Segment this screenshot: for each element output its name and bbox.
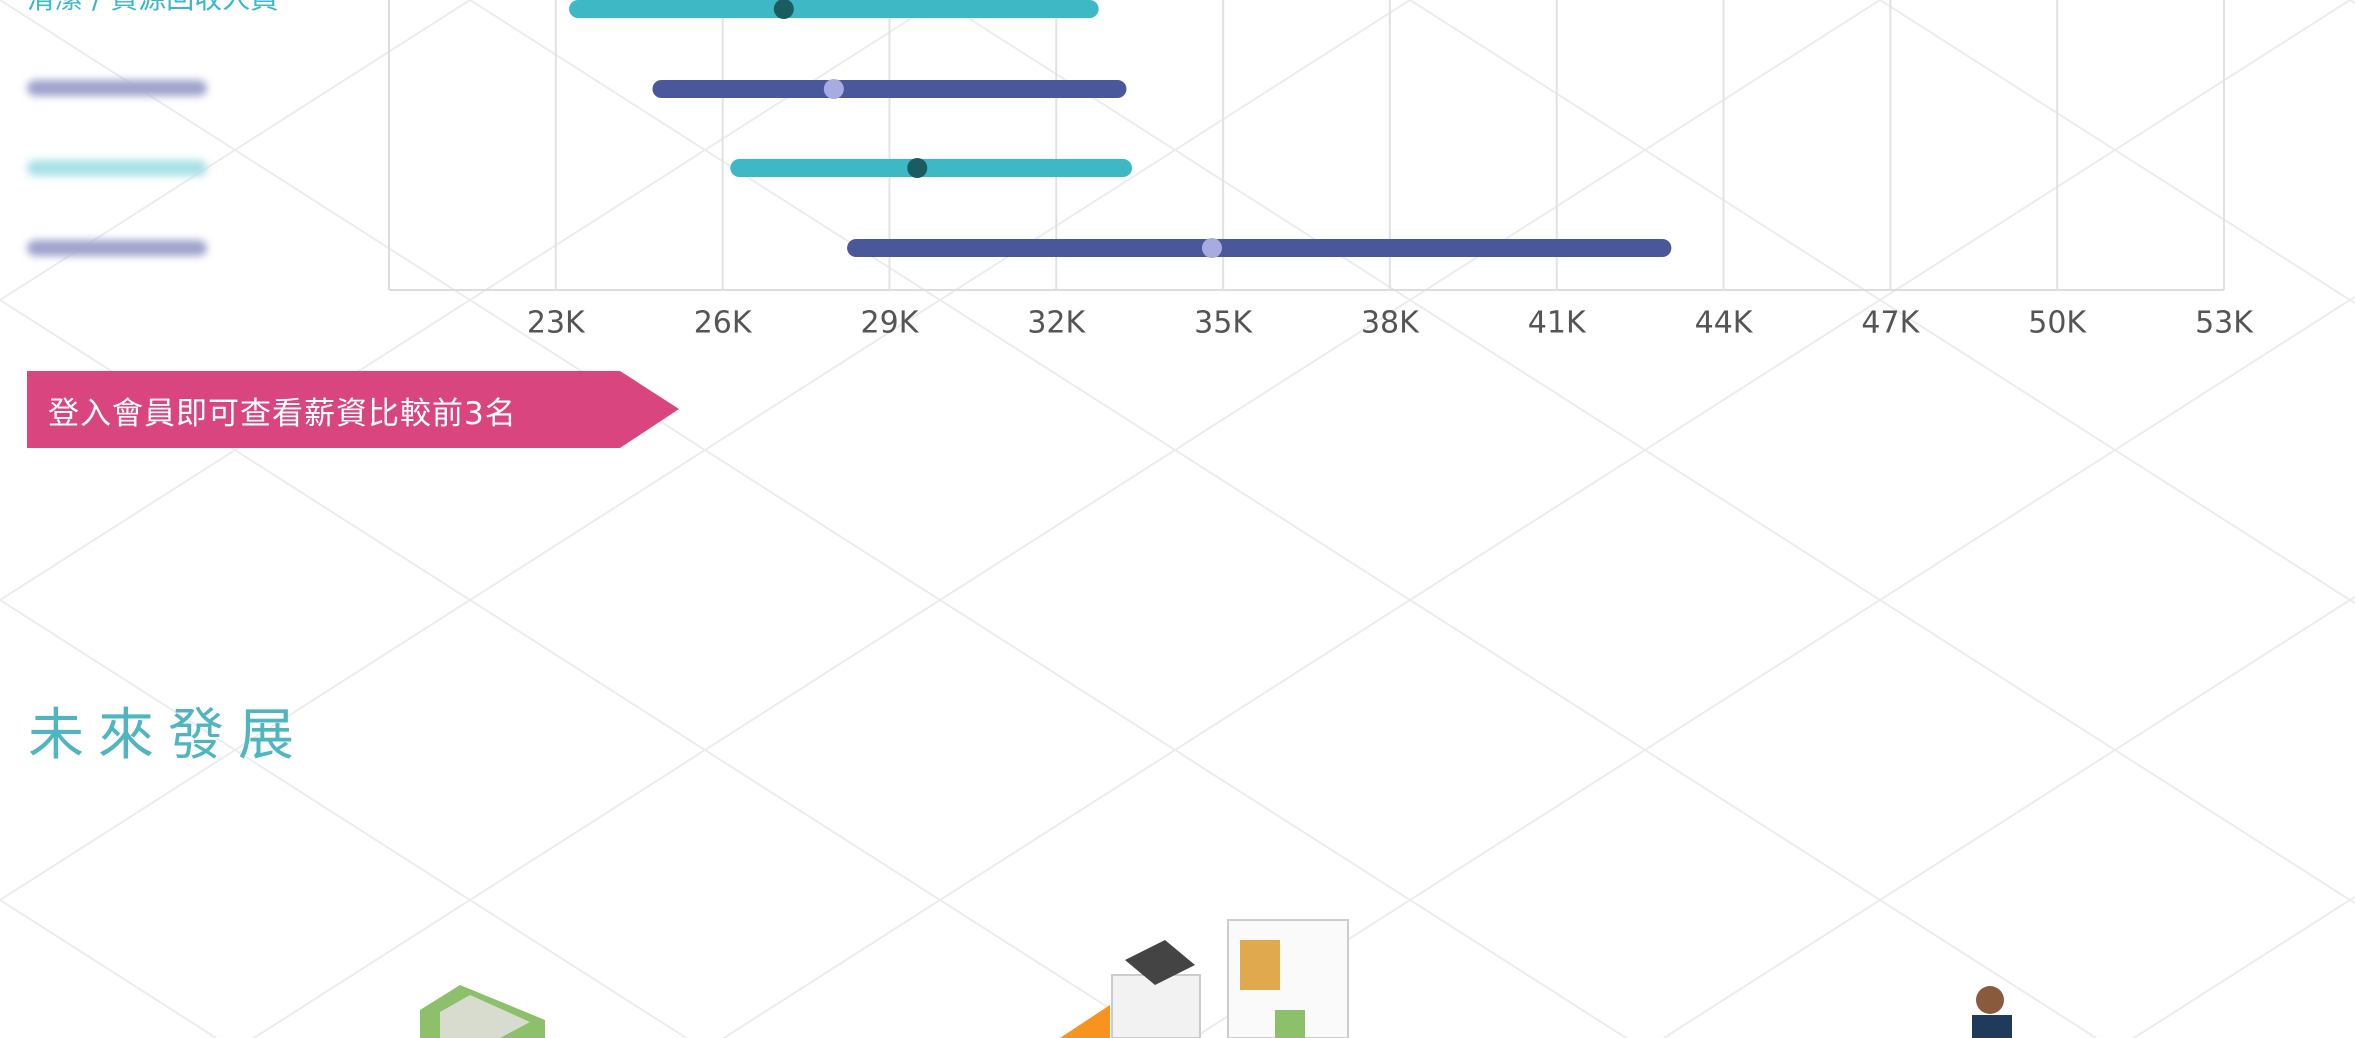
blurred-labels	[27, 80, 207, 256]
x-tick-label: 32K	[1027, 306, 1086, 341]
x-tick-label: 35K	[1194, 306, 1253, 341]
median-dot	[823, 79, 844, 99]
x-tick-label: 29K	[861, 306, 920, 341]
blurred-label	[27, 160, 207, 176]
median-dot	[773, 0, 794, 19]
median-dot	[1201, 238, 1222, 258]
x-tick-label: 50K	[2028, 306, 2087, 341]
x-tick-label: 26K	[694, 306, 753, 341]
login-banner[interactable]	[27, 371, 679, 448]
x-tick-label: 53K	[2195, 306, 2254, 341]
x-tick-label: 41K	[1528, 306, 1587, 341]
median-dot	[907, 158, 928, 178]
blurred-label	[27, 240, 207, 256]
x-tick-label: 38K	[1361, 306, 1420, 341]
x-tick-label: 23K	[527, 306, 586, 341]
category-label: 清潔 / 資源回收人員	[27, 0, 312, 14]
section-title: 未來發展	[28, 703, 308, 768]
illustrations	[420, 919, 2012, 1038]
x-tick-label: 44K	[1695, 306, 1754, 341]
blurred-label	[27, 80, 207, 96]
x-tick-label: 47K	[1861, 306, 1920, 341]
login-banner-text[interactable]: 登入會員即可查看薪資比較前3名	[48, 396, 517, 432]
